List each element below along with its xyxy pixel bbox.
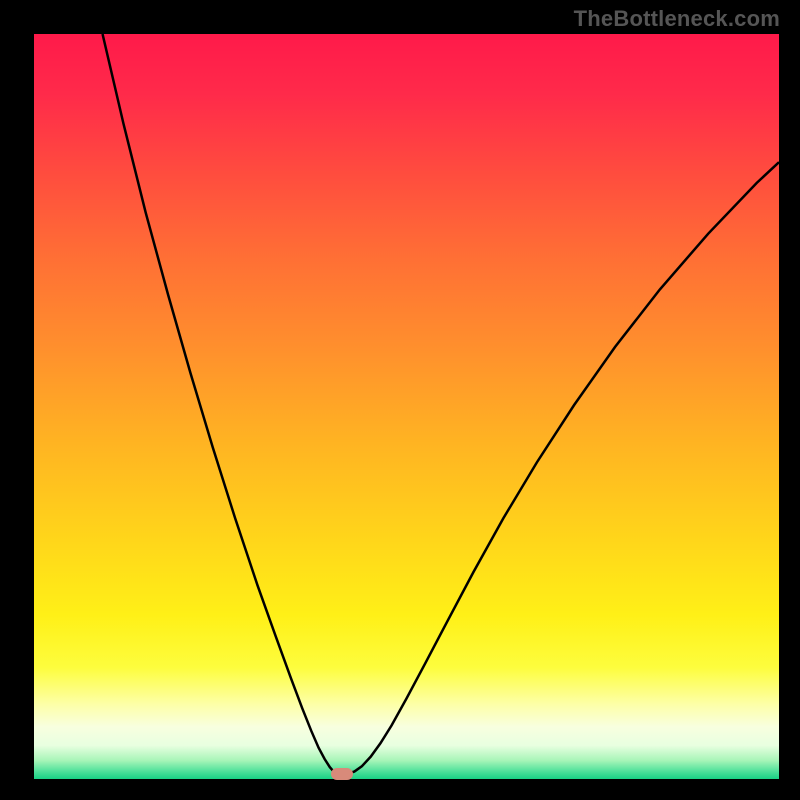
watermark-text: TheBottleneck.com: [574, 6, 780, 32]
optimal-marker: [331, 768, 353, 780]
bottleneck-curve: [34, 34, 779, 779]
plot-area: [34, 34, 779, 779]
